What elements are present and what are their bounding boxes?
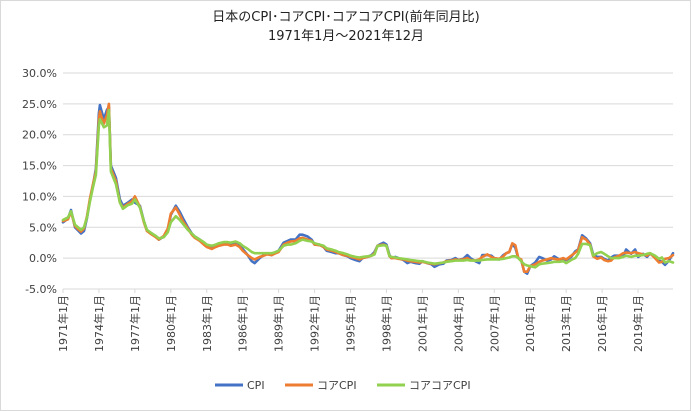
series-lines [61, 102, 675, 275]
legend-label-core-core-cpi: コアコアCPI [409, 379, 471, 392]
x-tick-label: 1989年1月 [272, 295, 286, 352]
legend-label-cpi: CPI [247, 379, 265, 392]
x-tick-label: 1986年1月 [236, 295, 250, 352]
chart-title: 日本のCPI･コアCPI･コアコアCPI(前年同月比) [212, 9, 479, 25]
y-tick-label: -5.0% [25, 283, 57, 296]
chart-subtitle: 1971年1月～2021年12月 [268, 29, 424, 44]
x-tick-label: 1980年1月 [164, 295, 178, 352]
y-tick-label: 5.0% [29, 221, 57, 234]
y-axis-ticks: -5.0% 0.0% 5.0% 10.0% 15.0% 20.0% 25.0% 30.0% [22, 67, 57, 296]
x-tick-label: 2004年1月 [451, 295, 465, 352]
x-axis-ticks: 1971年1月 1974年1月 1977年1月 1980年1月 1983年1月 1986年… [56, 289, 645, 352]
x-tick-label: 1971年1月 [56, 295, 70, 352]
legend: CPI コアCPI コアコアCPI [215, 379, 471, 392]
x-tick-label: 1995年1月 [344, 295, 358, 352]
gridlines [63, 72, 673, 290]
x-tick-label: 2010年1月 [523, 295, 537, 352]
x-tick-label: 1974年1月 [92, 295, 106, 352]
x-tick-label: 2019年1月 [631, 295, 645, 352]
y-tick-label: 30.0% [22, 67, 57, 80]
x-tick-label: 2007年1月 [487, 295, 501, 352]
x-tick-label: 2016年1月 [595, 295, 609, 352]
x-tick-label: 1992年1月 [308, 295, 322, 352]
y-tick-label: 0.0% [29, 252, 57, 265]
x-tick-label: 2013年1月 [559, 295, 573, 352]
x-tick-label: 1977年1月 [128, 295, 142, 352]
legend-label-core-cpi: コアCPI [317, 379, 357, 392]
y-tick-label: 15.0% [22, 160, 57, 173]
y-tick-label: 25.0% [22, 98, 57, 111]
y-tick-label: 20.0% [22, 129, 57, 142]
x-tick-label: 2001年1月 [415, 295, 429, 352]
x-tick-label: 1998年1月 [379, 295, 393, 352]
series-line-core-core-cpi [61, 108, 675, 269]
y-tick-label: 10.0% [22, 190, 57, 203]
x-tick-label: 1983年1月 [200, 295, 214, 352]
